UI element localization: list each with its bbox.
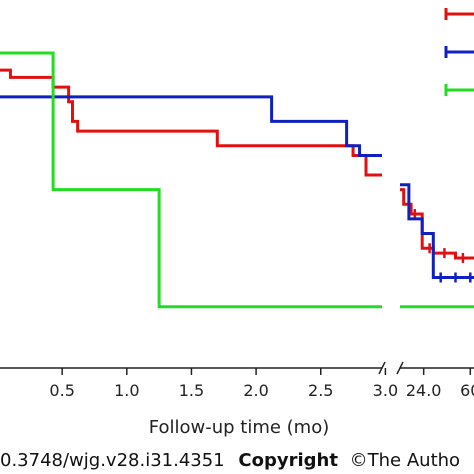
- axis-break-left: [378, 361, 386, 375]
- axis-break-right: [396, 361, 404, 375]
- figure-citation: 0.3748/wjg.v28.i31.4351 Copyright ©The A…: [0, 450, 460, 471]
- series-0-curve-left: [0, 68, 382, 177]
- copyright-label: Copyright: [238, 450, 338, 471]
- series-0-curve-right: [400, 188, 474, 260]
- series-1-curve-right: [400, 183, 474, 279]
- x-tick-label: 24.0: [406, 381, 442, 400]
- series-2-curve-left: [0, 51, 382, 309]
- x-tick-label: 60: [460, 381, 474, 400]
- doi-text: 0.3748/wjg.v28.i31.4351: [0, 450, 225, 471]
- legend: [444, 8, 474, 96]
- x-tick-label: 0.5: [49, 381, 74, 400]
- x-tick-label: 3.0: [373, 381, 398, 400]
- x-tick-label: 1.5: [179, 381, 204, 400]
- curves-layer: [0, 51, 474, 309]
- x-tick-label: 1.0: [114, 381, 139, 400]
- x-axis-title: Follow-up time (mo): [149, 417, 330, 438]
- rights-text: ©The Autho: [350, 450, 460, 471]
- series-1-curve-left: [0, 95, 382, 157]
- x-tick-label: 2.0: [243, 381, 268, 400]
- x-axis: 0.5 1.0 1.5 2.0 2.5 3.0 24.0 60: [0, 361, 474, 400]
- x-tick-label: 2.5: [308, 381, 333, 400]
